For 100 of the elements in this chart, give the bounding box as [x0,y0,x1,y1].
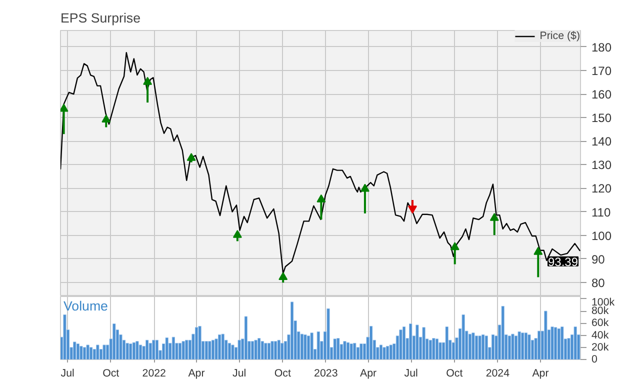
bar [399,330,402,360]
bar [280,342,284,360]
bar [132,342,136,360]
bar [343,341,346,360]
bar [567,338,570,360]
bar [482,334,485,360]
bar [267,342,271,360]
bar [386,346,390,360]
bar [574,326,577,360]
bar [99,348,103,360]
bar [86,344,90,360]
bar [129,344,132,360]
bar [165,337,168,360]
x-tick-label: Apr [532,368,550,380]
x-tick-label: Oct [274,368,291,380]
bar [353,342,356,360]
bar [350,344,353,360]
bar [198,326,202,360]
bar [538,330,541,360]
x-tick-label: Oct [446,368,463,380]
bar [462,314,465,360]
x-tick-label: 2024 [486,368,510,380]
x-tick-label: Jul [404,368,418,380]
bar [416,324,419,360]
bar [214,338,218,360]
bar [336,338,340,360]
y-tick-label: 150 [592,111,612,126]
y-tick-label: 140 [592,134,612,149]
annotation: 93.39 [548,254,578,269]
bar [155,340,159,360]
bar [90,347,93,360]
bar [326,308,330,360]
point [450,242,460,250]
bar [428,340,432,360]
bar [138,344,142,360]
bar [126,342,129,360]
bar [521,332,524,360]
bar [63,314,66,360]
bar [468,334,472,360]
bar [264,342,268,360]
y-tick-label: 100 [592,228,612,243]
y-tick-label: 120 [592,182,612,196]
point [232,230,242,238]
bar [310,332,314,360]
point [278,272,288,280]
bar [484,336,488,360]
bar [76,344,80,360]
y-tick-label: 40k [592,329,610,342]
bar [518,331,521,360]
bar [300,334,304,360]
bar [218,334,222,360]
point [60,104,68,112]
bar [474,336,478,360]
x-tick-label: 2022 [142,368,166,380]
point [143,76,152,85]
bar [432,338,436,360]
x-tick-label: Jul [60,368,74,380]
bar [82,347,86,360]
bar [382,347,386,360]
bar [550,326,554,360]
bar [333,338,336,360]
bar [501,306,504,360]
bar [409,324,412,360]
bar [544,310,548,360]
y-tick-label: 130 [592,158,612,172]
y-tick-label: 20k [592,341,610,354]
x-tick-label: 2023 [314,368,338,380]
bar [472,332,475,360]
bar [185,340,188,360]
y-tick-label: 0 [592,354,598,366]
y-tick-label: 80k [592,305,610,318]
bar [221,334,224,360]
bar [194,327,198,360]
bar [491,334,495,360]
y-tick-label: 60k [592,317,610,330]
bar [528,334,531,360]
bar [346,342,350,360]
point [186,152,196,161]
y-tick-label: 110 [592,205,611,220]
x-tick-label: Apr [360,368,378,380]
bar [360,344,363,360]
y-tick-label: 170 [592,64,612,78]
bar [554,327,558,360]
bar [435,338,439,360]
x-tick-label: Jul [232,368,246,380]
bar [96,344,100,360]
point [316,194,326,202]
bar [92,348,96,360]
bar [316,331,320,360]
bar [379,344,383,360]
bar [208,341,212,360]
y-tick-label: 180 [592,40,612,54]
bar [304,334,307,360]
bar [389,344,392,360]
bar [228,342,232,360]
y-tick-label: 160 [592,88,612,102]
bar [231,344,234,360]
bar [178,342,182,360]
point [102,114,111,123]
bar [356,347,360,360]
